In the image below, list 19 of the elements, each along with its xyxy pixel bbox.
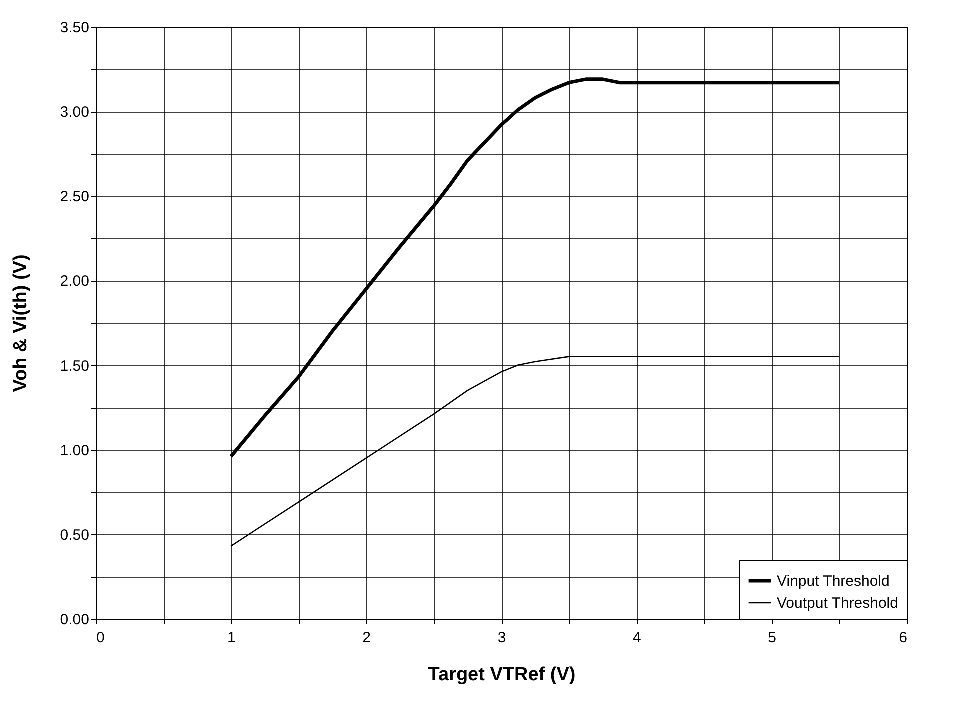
y-tick-label: 1.00 [60, 442, 90, 460]
x-tick-label: 6 [899, 630, 908, 646]
legend-label: Vinput Threshold [777, 573, 890, 590]
y-tick-label: 2.50 [60, 188, 90, 206]
y-tick-label: 3.50 [60, 20, 90, 36]
y-tick-label: 0.00 [60, 612, 90, 628]
x-axis-title: Target VTRef (V) [428, 664, 576, 686]
y-tick-label: 0.50 [60, 526, 90, 544]
x-tick-label: 3 [498, 630, 506, 646]
legend-label: Voutput Threshold [777, 595, 898, 612]
y-tick-label: 1.50 [60, 358, 90, 375]
y-tick-label: 3.00 [60, 104, 90, 122]
x-tick-label: 2 [362, 630, 372, 646]
y-tick-label: 2.00 [60, 273, 90, 290]
y-axis-title: Voh & Vi(th) (V) [10, 254, 32, 392]
x-tick-label: 5 [768, 630, 777, 646]
x-tick-label: 4 [632, 630, 642, 646]
x-tick-label: 0 [96, 630, 105, 646]
x-tick-label: 1 [227, 630, 236, 646]
